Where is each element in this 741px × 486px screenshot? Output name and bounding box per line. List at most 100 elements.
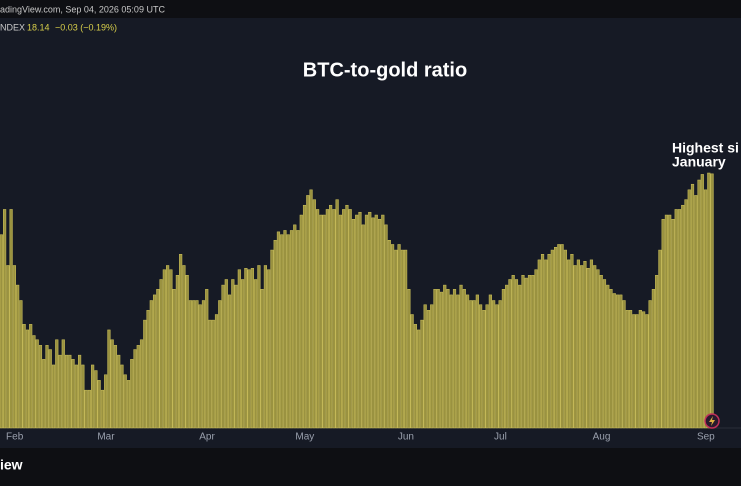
bar [534, 269, 538, 429]
x-tick-label: Mar [97, 432, 115, 443]
bar [397, 244, 401, 429]
bar [433, 289, 437, 429]
bar [599, 275, 603, 429]
bar [573, 265, 577, 429]
symbol: NDEX [0, 22, 25, 32]
bar [35, 339, 39, 429]
bar [299, 214, 303, 429]
bar [241, 279, 245, 429]
x-tick-label: Feb [6, 432, 24, 443]
x-tick-label: Jun [398, 432, 414, 443]
bar [38, 345, 43, 429]
bar [671, 218, 675, 429]
bar [48, 349, 52, 429]
bar [126, 380, 131, 429]
bar [335, 199, 339, 429]
bar [306, 195, 310, 429]
bar [218, 300, 222, 429]
bar [342, 209, 346, 429]
bar [87, 389, 91, 429]
annotation: Highest si [672, 140, 739, 156]
bar [589, 259, 594, 429]
bar [74, 364, 78, 429]
bar [485, 304, 489, 429]
bar [452, 289, 457, 429]
bar [84, 389, 88, 429]
brand: iew [0, 457, 23, 473]
footer-bar [0, 448, 741, 486]
bar [488, 294, 492, 429]
bar [237, 269, 241, 429]
bar [227, 294, 232, 429]
bar [690, 183, 695, 429]
bar [16, 284, 20, 429]
bar [175, 275, 179, 429]
bar [315, 209, 320, 429]
bar [472, 300, 476, 429]
bar [6, 265, 10, 429]
bar [381, 214, 385, 429]
bar [645, 314, 649, 429]
bar [214, 314, 219, 429]
annotation: January [672, 154, 726, 170]
bar [609, 289, 613, 429]
bar [492, 300, 496, 429]
bar [508, 279, 512, 429]
icon-bolt [709, 416, 715, 426]
bar [501, 289, 506, 429]
bar [104, 374, 108, 429]
bar [651, 289, 655, 429]
bar [250, 268, 254, 429]
bar [351, 218, 356, 429]
bar [586, 268, 590, 429]
bar [293, 224, 297, 429]
bar [192, 300, 196, 429]
bar [479, 304, 483, 429]
bar [426, 310, 431, 429]
bar [655, 275, 659, 429]
bar [325, 209, 329, 429]
icon [704, 413, 720, 429]
bar [563, 249, 567, 429]
bar [622, 300, 626, 429]
bar [628, 310, 633, 429]
bar [107, 329, 111, 429]
bar [697, 179, 701, 429]
bar [143, 319, 147, 429]
bar [198, 304, 202, 429]
bar [544, 259, 548, 429]
bar [625, 310, 629, 429]
bar [120, 364, 124, 429]
bars [0, 172, 714, 429]
bar [358, 211, 362, 429]
bar [25, 329, 30, 429]
bar [390, 244, 395, 429]
bar [296, 230, 300, 429]
bar [547, 254, 551, 429]
bar [58, 354, 62, 429]
bar [257, 265, 261, 429]
bar [156, 289, 160, 429]
bar [560, 244, 564, 429]
bar [19, 300, 23, 429]
bar [407, 289, 411, 429]
bar [658, 249, 662, 429]
bar [420, 319, 424, 429]
bar [648, 300, 652, 429]
bar [29, 324, 33, 429]
bar [661, 218, 665, 429]
bar [45, 345, 49, 429]
bar [179, 254, 183, 429]
bar [459, 284, 463, 429]
bar [152, 294, 157, 429]
bar [338, 214, 342, 429]
bar [527, 275, 532, 429]
bar [172, 289, 176, 429]
bar [462, 289, 466, 429]
bar [364, 214, 369, 429]
bar [446, 289, 450, 429]
bar [635, 314, 639, 429]
bar [642, 311, 646, 429]
bar [77, 354, 82, 429]
x-tick-label: Jul [494, 432, 507, 443]
